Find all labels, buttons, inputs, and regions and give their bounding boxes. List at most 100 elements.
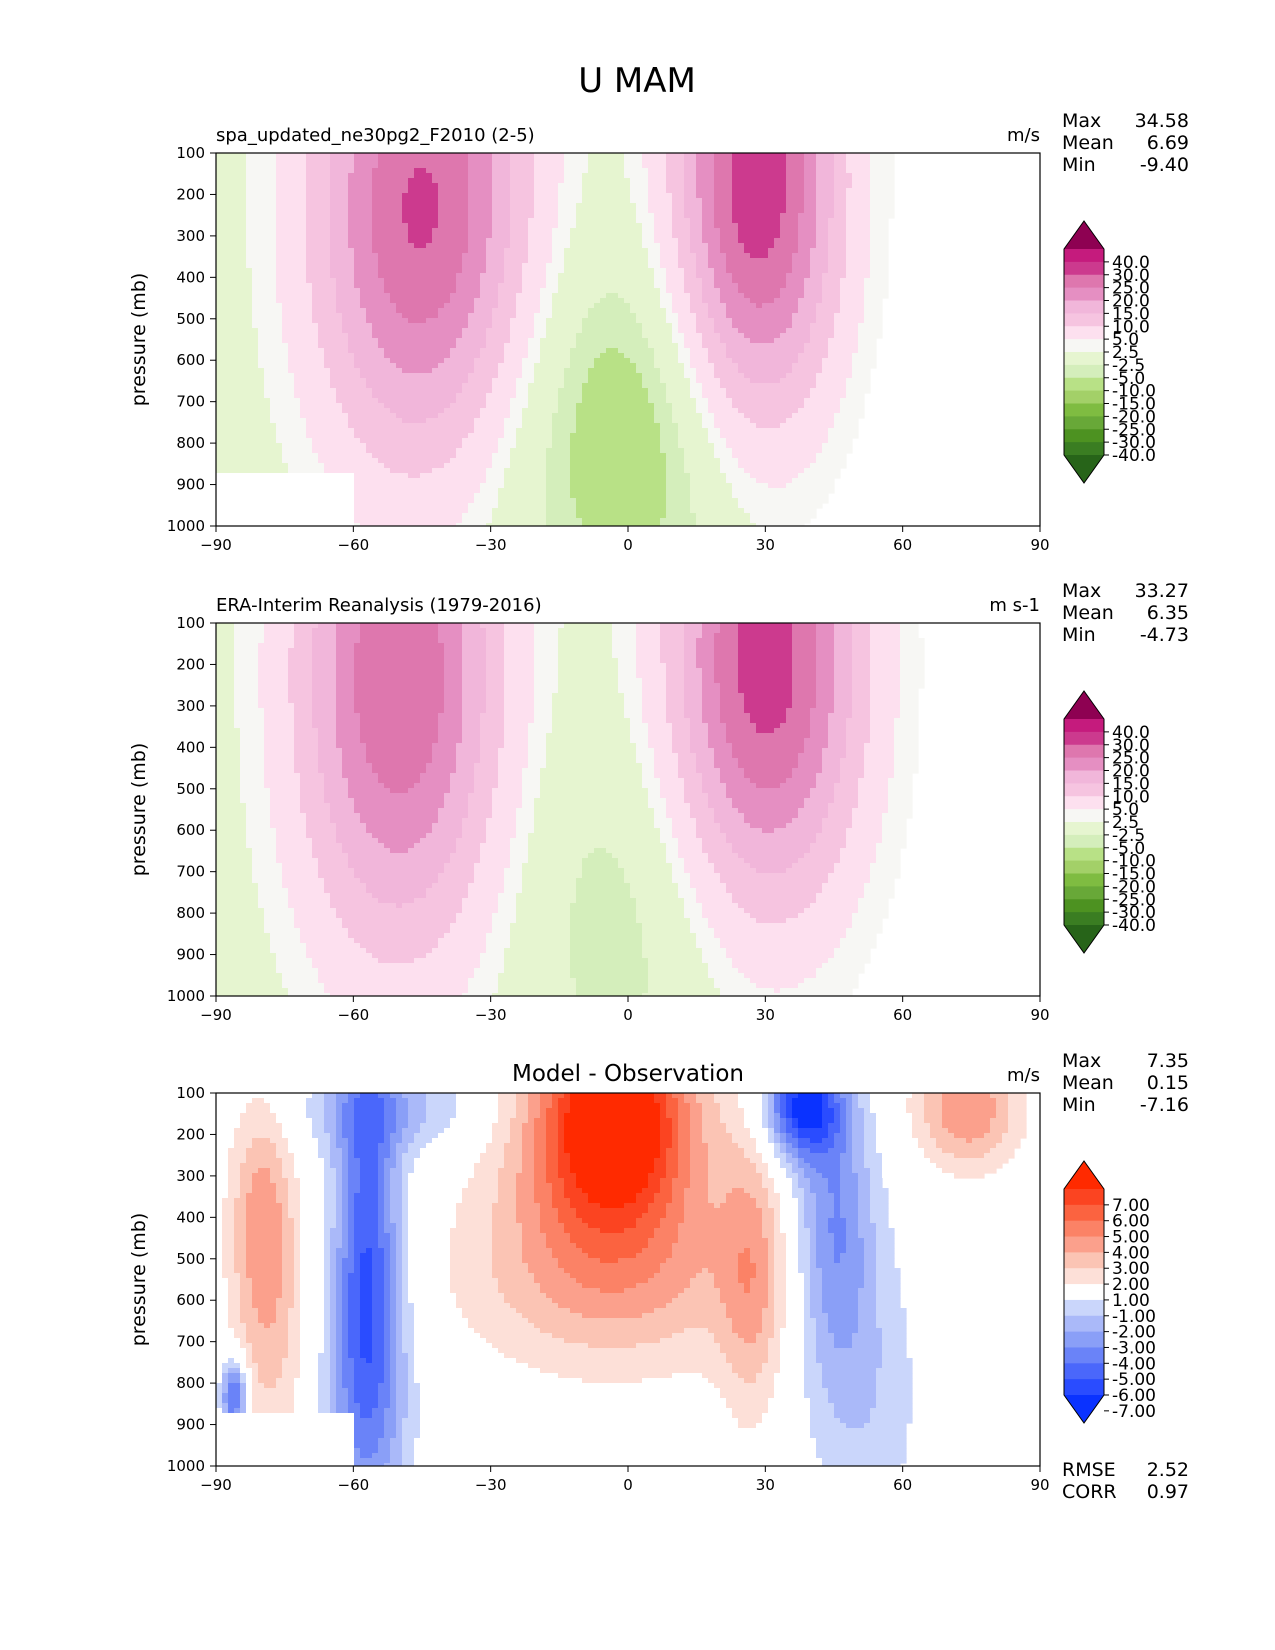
x-tick-label: 30 <box>756 1476 775 1494</box>
colorbar-tick-label: -10.0 <box>1112 852 1156 872</box>
stat-value: 6.35 <box>1147 602 1189 624</box>
colorbar-segment <box>1064 731 1104 746</box>
x-tick-label: 0 <box>623 1476 633 1494</box>
y-tick-label: 300 <box>176 1167 205 1185</box>
y-tick-label: 800 <box>176 434 205 452</box>
stat-value: 6.69 <box>1147 132 1189 154</box>
x-tick-label: −90 <box>200 536 232 554</box>
stat-label: CORR <box>1062 1481 1117 1503</box>
y-tick-label: 500 <box>176 780 205 798</box>
colorbar-extend-max <box>1064 1161 1104 1189</box>
colorbar-segment <box>1064 1236 1104 1253</box>
colorbar-tick-label: -3.00 <box>1112 1338 1156 1358</box>
colorbar-segment <box>1064 1299 1104 1317</box>
stat-value: 0.15 <box>1147 1072 1189 1094</box>
panel-units: m/s <box>1007 1065 1040 1086</box>
x-tick-label: 90 <box>1030 1476 1049 1494</box>
panel-units: m/s <box>1007 125 1040 146</box>
x-tick-label: −60 <box>338 536 370 554</box>
y-tick-label: 500 <box>176 1250 205 1268</box>
stat-label: Max <box>1062 1050 1101 1072</box>
x-tick-label: 60 <box>893 1476 912 1494</box>
stat-label: Mean <box>1062 132 1114 154</box>
x-tick-label: 60 <box>893 1006 912 1024</box>
x-tick-label: −30 <box>475 1006 507 1024</box>
colorbar-tick-label: 40.0 <box>1112 253 1150 273</box>
x-tick-label: 30 <box>756 1006 775 1024</box>
colorbar-segment <box>1064 770 1104 784</box>
colorbar-tick-label: -1.00 <box>1112 1307 1156 1327</box>
y-tick-label: 300 <box>176 697 205 715</box>
colorbar-segment <box>1064 834 1104 849</box>
y-tick-label: 400 <box>176 1208 205 1226</box>
colorbar-segment <box>1064 860 1104 875</box>
colorbar-tick-label: -2.00 <box>1112 1323 1156 1343</box>
colorbar-tick-label: 1.00 <box>1112 1291 1150 1311</box>
colorbar-tick-label: -25.0 <box>1112 420 1156 440</box>
y-tick-label: 600 <box>176 1291 205 1309</box>
colorbar-segment <box>1064 912 1104 926</box>
panel-title: Model - Observation <box>512 1061 744 1087</box>
y-tick-label: 800 <box>176 1374 205 1392</box>
colorbar-segment <box>1064 1347 1104 1364</box>
colorbar-extend-min <box>1064 925 1104 953</box>
y-tick-label: 100 <box>176 1084 205 1102</box>
colorbar-segment <box>1064 757 1104 772</box>
y-tick-label: 900 <box>176 946 205 964</box>
y-tick-label: 500 <box>176 310 205 328</box>
colorbar-tick-label: -6.00 <box>1112 1386 1156 1406</box>
colorbar-tick-label: -30.0 <box>1112 433 1156 453</box>
colorbar-tick-label: 4.00 <box>1112 1243 1150 1263</box>
colorbar-extend-max <box>1064 221 1104 249</box>
contour-field-diff <box>216 1093 1027 1466</box>
colorbar-segment <box>1064 796 1104 810</box>
colorbar-segment <box>1064 1331 1104 1349</box>
stat-label: Max <box>1062 580 1101 602</box>
colorbar-segment <box>1064 899 1104 913</box>
colorbar: 40.030.025.020.015.010.05.02.5-2.5-5.0-1… <box>1063 690 1156 954</box>
colorbar-tick-label: -5.0 <box>1112 369 1145 389</box>
stat-value: 0.97 <box>1147 1481 1189 1503</box>
colorbar-segment <box>1064 1220 1104 1238</box>
stat-label: Min <box>1062 154 1096 176</box>
colorbar-tick-label: 5.0 <box>1112 800 1139 820</box>
y-tick-label: 100 <box>176 144 205 162</box>
colorbar-segment <box>1064 822 1104 836</box>
y-tick-label: 1000 <box>167 517 205 535</box>
y-tick-label: 700 <box>176 863 205 881</box>
colorbar-segment <box>1064 1204 1104 1222</box>
y-tick-label: 100 <box>176 614 205 632</box>
colorbar-tick-label: 5.0 <box>1112 330 1139 350</box>
x-tick-label: −30 <box>475 1476 507 1494</box>
colorbar-segment <box>1064 1363 1104 1380</box>
colorbar-segment <box>1064 809 1104 823</box>
y-tick-label: 900 <box>176 1416 205 1434</box>
x-tick-label: 90 <box>1030 1006 1049 1024</box>
y-tick-label: 200 <box>176 185 205 203</box>
colorbar-segment <box>1064 249 1104 263</box>
colorbar: 7.006.005.004.003.002.001.00-1.00-2.00-3… <box>1063 1160 1156 1424</box>
y-tick-label: 700 <box>176 393 205 411</box>
x-tick-label: −90 <box>200 1476 232 1494</box>
x-tick-label: −60 <box>338 1006 370 1024</box>
stat-value: 7.35 <box>1147 1050 1189 1072</box>
colorbar-segment <box>1064 719 1104 733</box>
stat-label: Min <box>1062 1094 1096 1116</box>
colorbar-segment <box>1064 1252 1104 1269</box>
y-tick-label: 300 <box>176 227 205 245</box>
colorbar-tick-label: 15.0 <box>1112 304 1150 324</box>
colorbar-tick-label: -40.0 <box>1112 916 1156 936</box>
y-axis-label: pressure (mb) <box>128 743 150 877</box>
panel-left-title: ERA-Interim Reanalysis (1979-2016) <box>216 595 542 616</box>
y-tick-label: 400 <box>176 268 205 286</box>
contour-field-obs <box>216 623 925 996</box>
colorbar-segment <box>1064 1315 1104 1333</box>
colorbar-segment <box>1064 287 1104 302</box>
y-tick-label: 1000 <box>167 987 205 1005</box>
y-tick-label: 600 <box>176 821 205 839</box>
x-tick-label: 90 <box>1030 536 1049 554</box>
colorbar-extend-min <box>1064 455 1104 483</box>
colorbar-tick-label: -5.0 <box>1112 839 1145 859</box>
